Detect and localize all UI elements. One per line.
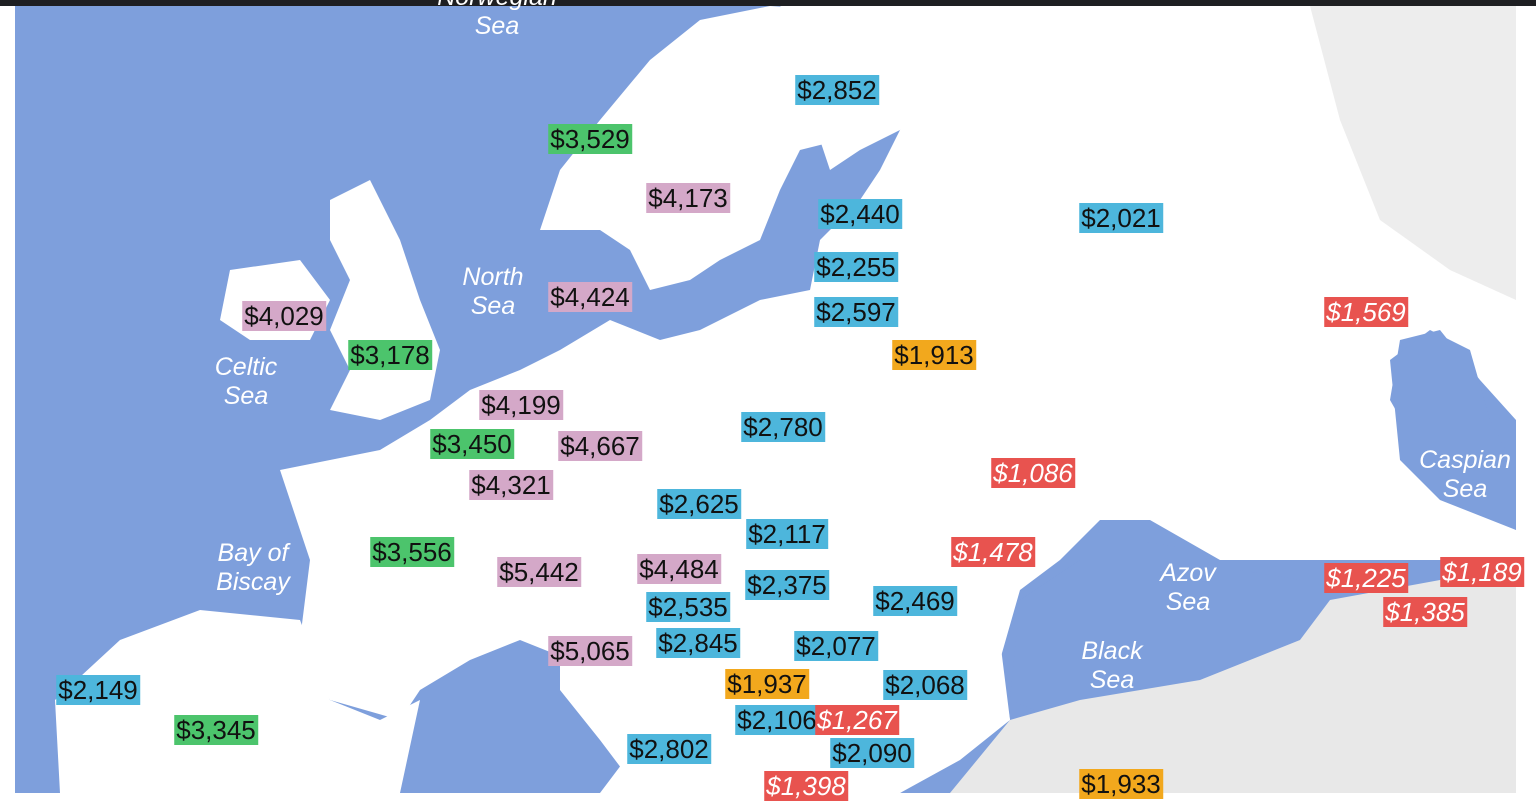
price-label: $4,199 [479, 390, 563, 420]
price-label: $2,149 [56, 675, 140, 705]
price-label: $4,484 [637, 554, 721, 584]
price-label: $3,556 [370, 537, 454, 567]
price-label: $3,178 [348, 340, 432, 370]
price-label: $2,802 [627, 734, 711, 764]
price-label: $4,667 [558, 431, 642, 461]
sea-label: Caspian Sea [1419, 446, 1511, 503]
sea-label: Black Sea [1081, 637, 1143, 694]
price-label: $2,440 [818, 199, 902, 229]
price-label: $4,029 [242, 301, 326, 331]
price-label: $3,345 [174, 715, 258, 745]
price-label: $1,937 [725, 669, 809, 699]
price-label: $2,597 [814, 297, 898, 327]
price-label: $2,469 [873, 586, 957, 616]
price-label: $4,424 [548, 282, 632, 312]
sea-label: Azov Sea [1160, 559, 1216, 616]
price-label: $1,189 [1440, 557, 1524, 587]
price-label: $2,090 [830, 738, 914, 768]
price-label: $5,442 [497, 557, 581, 587]
sea-label: Bay of Biscay [216, 539, 290, 596]
price-label: $2,117 [746, 519, 828, 549]
price-label: $2,021 [1079, 203, 1163, 233]
price-label: $1,933 [1079, 769, 1163, 799]
sea-label: Norwegian Sea [437, 0, 557, 40]
price-label: $2,375 [745, 570, 829, 600]
top-bar [0, 0, 1536, 6]
price-label: $2,780 [741, 412, 825, 442]
price-label: $1,385 [1383, 597, 1467, 627]
price-label: $1,478 [951, 537, 1035, 567]
price-label: $3,450 [430, 429, 514, 459]
price-label: $4,173 [646, 183, 730, 213]
price-label: $2,068 [883, 670, 967, 700]
price-label: $3,529 [548, 124, 632, 154]
price-label: $1,569 [1324, 297, 1408, 327]
price-label: $2,845 [656, 628, 740, 658]
price-label: $2,852 [795, 75, 879, 105]
price-label: $5,065 [548, 636, 632, 666]
price-label: $1,267 [815, 705, 899, 735]
price-label: $2,077 [794, 631, 878, 661]
price-label: $1,225 [1324, 563, 1408, 593]
price-label: $1,913 [892, 340, 976, 370]
sea-label: Adriatic Sea [641, 676, 725, 733]
price-label: $1,398 [764, 771, 848, 801]
sea-label: North Sea [462, 263, 524, 320]
sea-label: Celtic Sea [214, 353, 278, 410]
price-label: $1,086 [991, 458, 1075, 488]
price-label: $4,321 [469, 470, 553, 500]
price-label: $2,625 [657, 489, 741, 519]
price-label: $2,535 [646, 592, 730, 622]
price-label: $2,106 [735, 705, 819, 735]
price-label: $2,255 [814, 252, 898, 282]
